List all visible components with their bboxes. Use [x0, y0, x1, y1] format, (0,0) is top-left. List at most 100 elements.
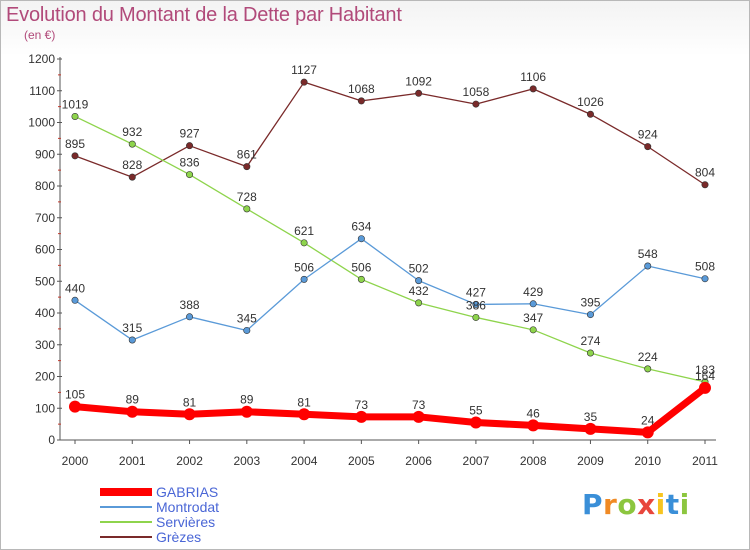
data-label: 274 [580, 334, 600, 348]
data-label: 502 [409, 262, 429, 276]
data-label: 440 [65, 281, 85, 295]
logo-letter: x [637, 488, 656, 521]
y-tick-label: 900 [35, 147, 55, 161]
data-label: 1106 [520, 70, 546, 84]
data-label: 224 [638, 350, 658, 364]
data-label: 1058 [463, 85, 490, 99]
data-point [300, 275, 308, 283]
chart-subtitle: (en €) [24, 28, 56, 42]
data-point [357, 235, 365, 243]
data-label: 89 [240, 393, 254, 407]
series-line-gabrias [71, 384, 709, 436]
x-tick-label: 2006 [405, 454, 432, 468]
y-tick-label: 200 [35, 370, 55, 384]
data-label: 429 [523, 285, 543, 299]
data-label: 924 [638, 128, 658, 142]
data-label: 315 [122, 321, 142, 335]
data-point [186, 142, 194, 150]
data-label: 508 [695, 260, 715, 274]
data-label: 804 [695, 166, 715, 180]
data-label: 55 [469, 404, 483, 418]
data-point [701, 275, 709, 283]
logo-letter: i [679, 488, 690, 521]
x-tick-label: 2003 [233, 454, 260, 468]
x-tick-label: 2004 [291, 454, 318, 468]
data-point [69, 400, 81, 413]
data-point [128, 336, 136, 344]
data-label: 927 [180, 127, 200, 141]
data-point [586, 311, 594, 319]
data-point [186, 171, 194, 179]
data-point [243, 326, 251, 334]
data-label: 1127 [291, 63, 317, 77]
data-label: 73 [355, 398, 369, 412]
legend-label-montrodat: Montrodat [156, 499, 220, 515]
x-tick-label: 2007 [463, 454, 490, 468]
data-label: 895 [65, 137, 85, 151]
data-label: 35 [584, 410, 598, 424]
data-label: 89 [126, 393, 140, 407]
data-label: 1026 [577, 95, 604, 109]
x-tick-label: 2001 [119, 454, 146, 468]
data-point [183, 408, 196, 421]
data-label: 345 [237, 311, 257, 325]
data-label: 548 [638, 247, 658, 261]
x-tick-label: 2008 [520, 454, 547, 468]
y-tick-label: 100 [35, 401, 55, 415]
y-tick-label: 600 [35, 243, 55, 257]
data-point [472, 100, 480, 108]
data-label: 347 [523, 311, 543, 325]
data-point [701, 181, 709, 189]
y-tick-label: 500 [35, 274, 55, 288]
series-line-servières [74, 115, 706, 383]
data-label: 506 [351, 260, 371, 274]
data-point [415, 89, 423, 97]
data-label: 46 [527, 406, 541, 420]
x-tick-label: 2010 [634, 454, 661, 468]
data-label: 828 [122, 158, 142, 172]
data-label: 861 [237, 148, 257, 162]
data-point [529, 85, 537, 93]
y-tick-label: 700 [35, 211, 55, 225]
data-point [415, 277, 423, 285]
x-tick-label: 2000 [62, 454, 89, 468]
data-label: 386 [466, 298, 486, 312]
data-point [644, 262, 652, 270]
data-label: 427 [466, 285, 486, 299]
y-tick-label: 0 [48, 433, 55, 447]
data-point [300, 78, 308, 86]
y-tick-label: 800 [35, 179, 55, 193]
data-point [357, 97, 365, 105]
logo-letter: P [582, 488, 604, 521]
legend-swatch-servieres [100, 521, 152, 523]
proxiti-logo: Proxiti [582, 488, 690, 521]
data-point [298, 408, 311, 421]
data-label: 81 [183, 395, 197, 409]
data-label: 932 [122, 125, 142, 139]
data-label: 728 [237, 190, 257, 204]
logo-letter: r [603, 488, 618, 521]
y-tick-label: 1000 [28, 116, 55, 130]
data-label: 164 [695, 369, 715, 383]
data-point [186, 313, 194, 321]
data-point [699, 381, 711, 394]
legend-label-grezes: Grèzes [156, 529, 202, 545]
x-tick-label: 2002 [176, 454, 203, 468]
data-point [243, 163, 251, 171]
y-tick-label: 1200 [28, 52, 55, 66]
data-point [415, 299, 423, 307]
data-label: 183 [695, 363, 715, 377]
data-label: 836 [180, 156, 200, 170]
data-label: 506 [294, 260, 314, 274]
data-point [472, 300, 480, 308]
data-point [644, 365, 652, 373]
data-label: 395 [580, 296, 600, 310]
data-point [240, 405, 253, 418]
data-point [641, 426, 654, 439]
data-point [71, 152, 79, 160]
data-label: 621 [294, 224, 314, 238]
logo-letter: t [665, 488, 680, 521]
logo-letter: o [617, 488, 638, 521]
data-point [529, 326, 537, 334]
